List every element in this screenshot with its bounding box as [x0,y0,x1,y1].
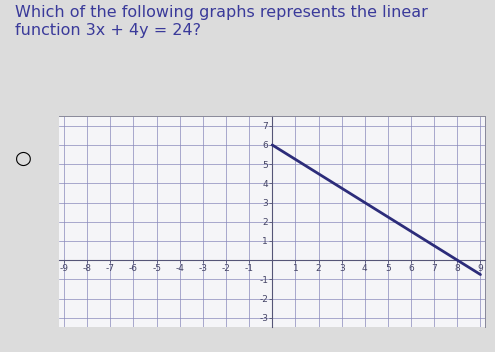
Text: ○: ○ [15,149,32,168]
Text: Which of the following graphs represents the linear: Which of the following graphs represents… [15,5,428,20]
Text: function 3x + 4y = 24?: function 3x + 4y = 24? [15,23,201,38]
